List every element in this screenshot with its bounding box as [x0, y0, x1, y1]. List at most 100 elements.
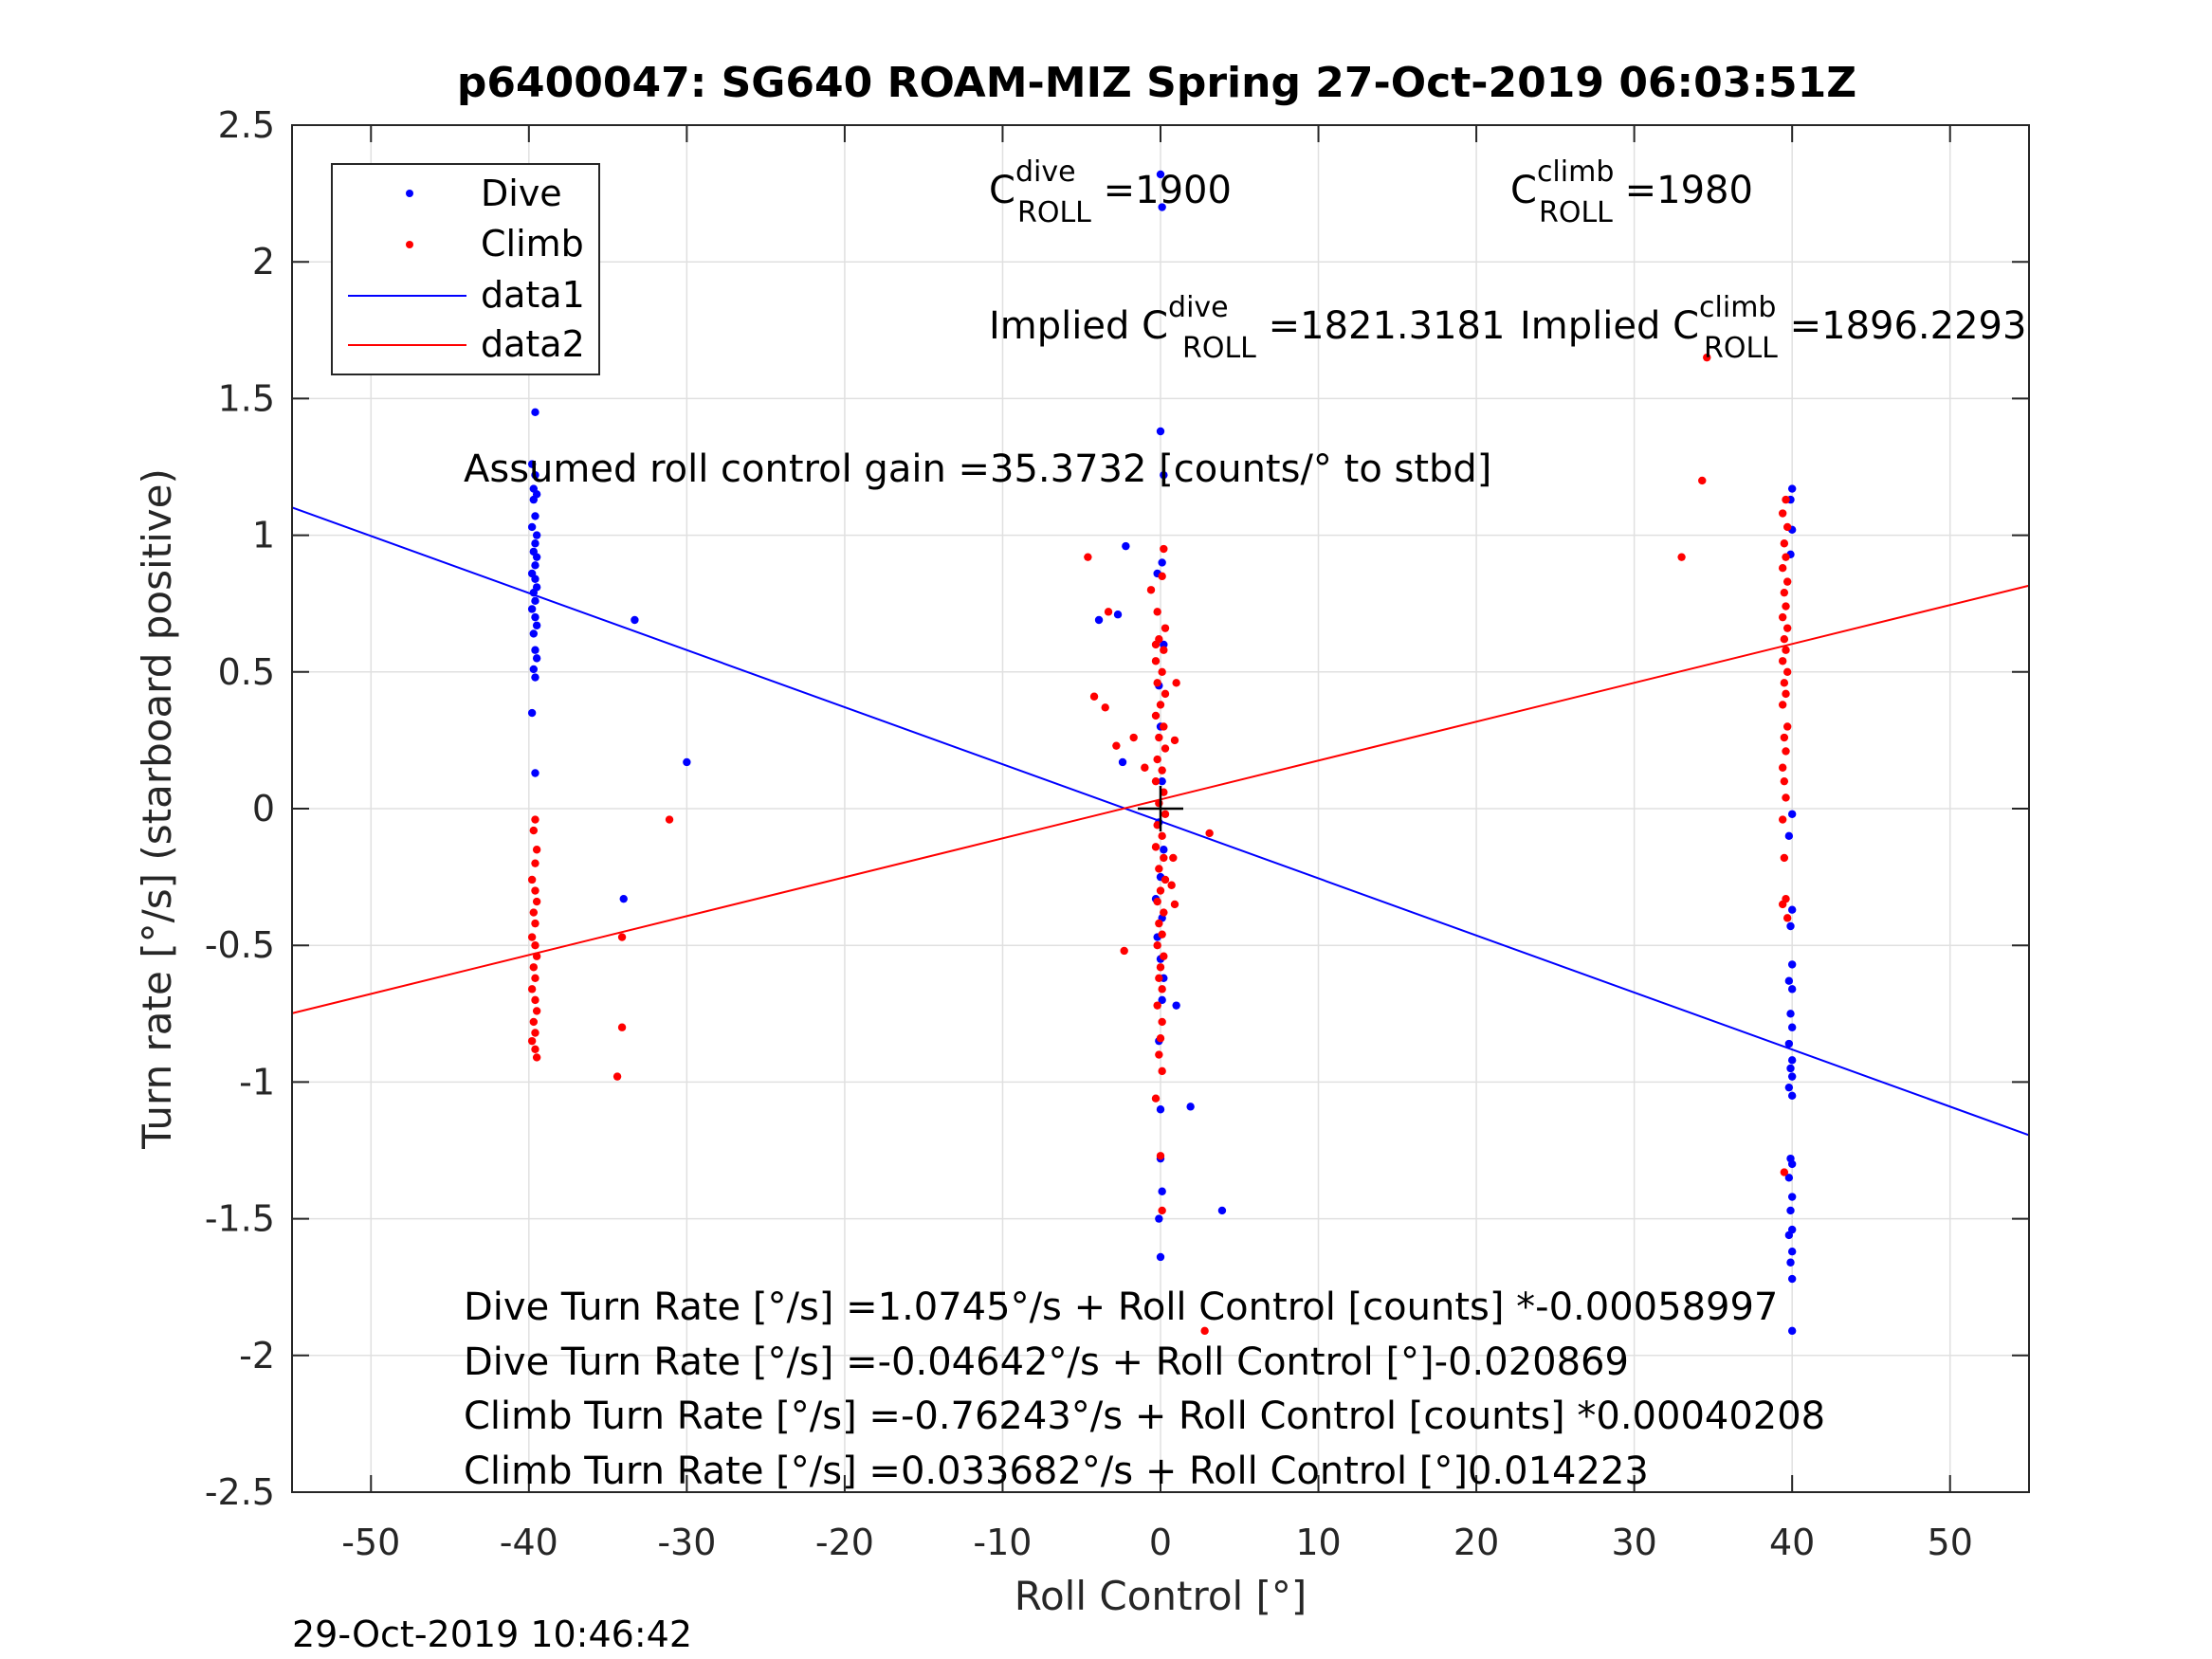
climb-point	[531, 1045, 539, 1053]
implied-climb-main: Implied C	[1520, 304, 1699, 348]
climb-point	[1703, 353, 1711, 362]
dive-point	[1784, 976, 1794, 985]
climb-point	[1780, 853, 1789, 863]
dive-point	[631, 615, 639, 625]
climb-point	[1782, 646, 1790, 654]
legend-label-data2: data2	[481, 323, 585, 365]
climb-point	[617, 933, 627, 941]
climb-point	[617, 1023, 627, 1031]
climb-point	[531, 995, 539, 1005]
dive-point	[1787, 1159, 1797, 1169]
climb-point	[1782, 553, 1790, 561]
climb-point	[1158, 831, 1166, 841]
fit-climb-degrees: Climb Turn Rate [°/s] =0.033682°/s + Rol…	[464, 1449, 1649, 1493]
dive-point	[1787, 985, 1797, 994]
climb-point	[1782, 602, 1790, 611]
climb-point	[612, 1072, 622, 1081]
fit-dive-counts: Dive Turn Rate [°/s] =1.0745°/s + Roll C…	[464, 1285, 1778, 1329]
dive-point	[531, 612, 539, 622]
dive-point	[1787, 1023, 1797, 1031]
c-dive-sup: dive	[1015, 155, 1076, 189]
climb-point	[1155, 865, 1163, 873]
dive-point	[1156, 170, 1165, 179]
y-tick-label: -2.5	[205, 1471, 275, 1513]
dive-point	[1172, 1001, 1180, 1010]
dive-point	[1787, 1248, 1797, 1256]
climb-point	[1158, 930, 1166, 939]
dive-point	[1156, 1105, 1165, 1114]
dive-point	[1787, 960, 1797, 969]
climb-point	[531, 974, 539, 983]
climb-point	[1158, 572, 1166, 581]
x-tick-label: 10	[1295, 1522, 1341, 1563]
dive-point	[1156, 1252, 1165, 1262]
x-tick-label: 40	[1769, 1522, 1815, 1563]
implied-dive-sup: dive	[1168, 291, 1229, 324]
climb-point	[1778, 763, 1787, 772]
y-tick-label: -0.5	[205, 924, 275, 966]
dive-point	[531, 470, 539, 480]
dive-point	[1787, 1091, 1797, 1101]
climb-point	[1158, 1066, 1166, 1076]
dive-point	[1786, 1258, 1795, 1267]
climb-point	[1158, 985, 1166, 994]
fit-climb-counts: Climb Turn Rate [°/s] =-0.76243°/s + Rol…	[464, 1395, 1825, 1438]
dive-point	[531, 539, 539, 548]
climb-point	[1778, 509, 1787, 518]
climb-point	[527, 1036, 537, 1046]
dive-point	[683, 757, 691, 767]
climb-point	[1782, 689, 1790, 699]
climb-point	[1782, 624, 1792, 632]
climb-point	[1170, 900, 1179, 909]
c-dive-value: =1900	[1091, 169, 1232, 212]
climb-point	[1782, 522, 1792, 532]
dive-point	[1158, 995, 1166, 1005]
climb-point	[1778, 612, 1787, 622]
climb-point	[1158, 766, 1166, 775]
climb-point	[1129, 733, 1138, 742]
climb-point	[1151, 843, 1161, 851]
annotations: Cdive ROLL =1900 Cclimb ROLL =1980 Implied…	[464, 155, 2026, 1493]
climb-point	[532, 1007, 541, 1015]
y-tick-label: 0.5	[218, 651, 275, 693]
dive-point	[529, 495, 539, 504]
climb-point	[1160, 853, 1168, 863]
climb-point	[532, 952, 541, 960]
climb-point	[1158, 1017, 1166, 1027]
x-tick-label: -10	[973, 1522, 1032, 1563]
c-climb-main: C	[1510, 169, 1537, 212]
climb-point	[1161, 689, 1170, 699]
x-tick-label: 30	[1611, 1522, 1656, 1563]
implied-dive-sub: ROLL	[1182, 332, 1256, 365]
dive-point	[1784, 1083, 1794, 1092]
dive-point	[1158, 203, 1166, 211]
dive-point	[527, 708, 537, 718]
dive-point	[531, 646, 539, 654]
y-tick-label: 0	[252, 788, 275, 830]
climb-point	[1677, 553, 1686, 561]
implied-climb-sup: climb	[1699, 291, 1776, 324]
legend-marker-dive	[406, 190, 413, 197]
gain-annotation: Assumed roll control gain =35.3732 [coun…	[464, 447, 1491, 491]
climb-point	[1141, 763, 1149, 772]
climb-point	[1778, 564, 1787, 573]
climb-point	[529, 963, 539, 972]
climb-point	[527, 985, 537, 994]
climb-point	[1782, 914, 1792, 922]
dive-point	[531, 769, 539, 777]
climb-point	[1104, 608, 1113, 616]
climb-point	[1698, 476, 1707, 485]
climb-point	[1169, 853, 1178, 863]
dive-point	[1786, 1206, 1795, 1215]
climb-point	[1153, 1001, 1161, 1010]
dive-point	[1158, 776, 1166, 786]
c-climb-sup: climb	[1537, 155, 1614, 189]
climb-point	[1778, 701, 1787, 709]
x-tick-label: -30	[657, 1522, 716, 1563]
y-tick-label: 1	[252, 515, 275, 556]
center-marker	[1138, 786, 1183, 831]
climb-point	[1156, 1034, 1165, 1043]
climb-point	[1161, 744, 1170, 753]
climb-point	[532, 1053, 541, 1062]
